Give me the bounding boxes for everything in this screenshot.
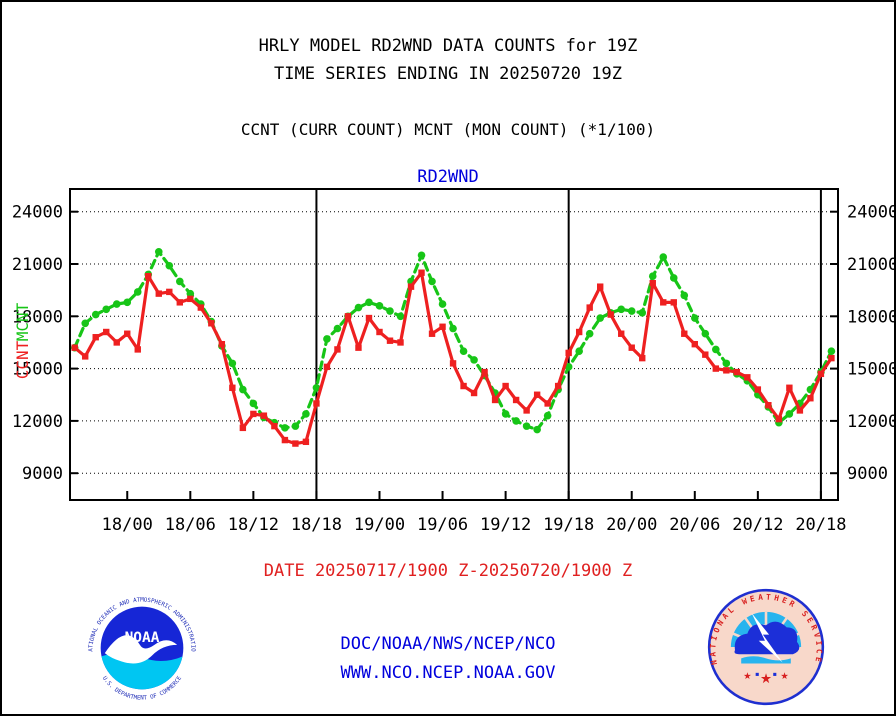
- nws-sea-wave: [741, 656, 791, 664]
- svg-text:★: ★: [760, 672, 772, 687]
- chart-subtitle: CCNT (CURR COUNT) MCNT (MON COUNT) (*1/1…: [240, 120, 656, 139]
- ytick-label-right: 24000: [847, 203, 896, 223]
- ytick-label-right: 15000: [847, 360, 896, 380]
- ytick-label-right: 21000: [847, 255, 896, 275]
- chart-canvas: 9000 9000 12000 12000 15000 15000 18000 18000 21…: [12, 188, 896, 535]
- plot-border: [69, 188, 839, 501]
- day-separator-lines: [315, 189, 822, 500]
- ytick-label-left: 21000: [12, 255, 63, 275]
- mcnt-series: [70, 247, 836, 434]
- svg-text:★: ★: [743, 671, 751, 682]
- xtick-label: 18/18: [291, 515, 342, 535]
- noaa-wordmark: NOAA: [125, 630, 160, 646]
- xtick-label: 19/06: [417, 515, 468, 535]
- ytick-label-left: 12000: [12, 412, 63, 432]
- xtick-label: 20/00: [606, 515, 657, 535]
- xtick-label: 18/12: [228, 515, 279, 535]
- page-title-line1: HRLY MODEL RD2WND DATA COUNTS for 19Z: [258, 36, 638, 56]
- x-axis-ticks: 18/00 18/06 18/12 18/18 19/00 19/06 19/12 19/18…: [102, 491, 847, 535]
- page-title-line2: TIME SERIES ENDING IN 20250720 19Z: [274, 64, 622, 84]
- nco-website-link[interactable]: WWW.NCO.NCEP.NOAA.GOV: [340, 663, 556, 683]
- ccnt-series: [71, 269, 835, 447]
- ytick-label-right: 12000: [847, 412, 896, 432]
- nws-logo: NATIONAL WEATHER SERVICE ★ ★ ★: [707, 588, 825, 706]
- ytick-label-right: 18000: [847, 307, 896, 327]
- axis-tick-labels: 9000 9000 12000 12000 15000 15000 18000 18000 21…: [12, 203, 896, 485]
- xtick-label: 20/18: [795, 515, 846, 535]
- xtick-label: 20/12: [732, 515, 783, 535]
- nws-stars: ★ ★ ★: [743, 671, 789, 687]
- noaa-logo: NATIONAL OCEANIC AND ATMOSPHERIC ADMINIS…: [80, 587, 200, 706]
- mcnt-axis-label: MCNT: [13, 302, 32, 341]
- date-range-caption: DATE 20250717/1900 Z-20250720/1900 Z: [263, 561, 633, 581]
- ytick-label-left: 18000: [12, 307, 63, 327]
- xtick-label: 19/00: [354, 515, 405, 535]
- nws-cloud-icon: [734, 621, 800, 655]
- plot-variable-title: RD2WND: [417, 167, 479, 187]
- svg-text:★: ★: [780, 671, 788, 682]
- ytick-label-left: 24000: [12, 203, 63, 223]
- xtick-label: 20/06: [669, 515, 720, 535]
- xtick-label: 18/00: [102, 515, 153, 535]
- noaa-sea: [100, 653, 184, 690]
- ytick-label-left: 9000: [22, 464, 63, 484]
- ytick-label-right: 9000: [847, 464, 888, 484]
- ccnt-axis-label: CCNT: [13, 340, 32, 379]
- xtick-label: 18/06: [165, 515, 216, 535]
- gridlines: [70, 210, 838, 475]
- xtick-label: 19/18: [543, 515, 594, 535]
- noaa-seabird-icon: [104, 635, 178, 664]
- xtick-label: 19/12: [480, 515, 531, 535]
- nco-breadcrumb-link[interactable]: DOC/NOAA/NWS/NCEP/NCO: [340, 634, 556, 654]
- nws-lightning-icon: [751, 612, 783, 663]
- ytick-label-left: 15000: [12, 360, 63, 380]
